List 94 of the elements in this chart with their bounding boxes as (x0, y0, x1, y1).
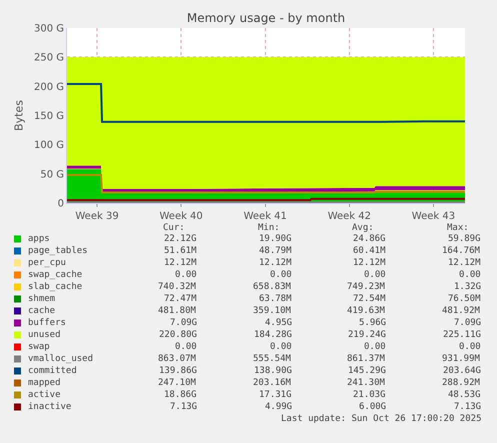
legend-label: unused (28, 330, 61, 340)
legend-label: active (28, 390, 61, 400)
text: 17.31G (259, 390, 292, 400)
legend-label: mapped (28, 378, 61, 388)
text: Avg: (352, 223, 374, 233)
y-axis-title: Bytes (12, 100, 26, 131)
legend-label: page_tables (28, 246, 88, 256)
text: Min: (258, 223, 280, 233)
legend-label: slab_cache (28, 282, 82, 292)
text: 184.28G (254, 330, 292, 340)
text: 931.99M (442, 354, 481, 364)
text: 60.41M (353, 246, 386, 256)
y-tick-label: 0 (58, 198, 64, 210)
text: 1.32G (454, 282, 482, 292)
text: 12.12M (448, 258, 482, 268)
y-tick-label: 250 G (34, 52, 64, 64)
chart-title: Memory usage - by month (186, 11, 346, 26)
text: 138.90G (254, 366, 292, 376)
y-tick-label: 200 G (34, 82, 64, 93)
legend-label: swap (28, 342, 50, 352)
text: 0.00 (175, 270, 197, 280)
y-tick-label: 150 G (34, 111, 64, 122)
text: 18.86G (164, 390, 197, 400)
text: 72.47M (164, 294, 198, 304)
text: 247.10M (158, 378, 197, 388)
legend-label: shmem (28, 294, 56, 304)
text: 22.12G (164, 234, 197, 244)
text: 63.78M (259, 294, 292, 304)
legend-label: inactive (28, 402, 72, 412)
text: 72.54M (353, 294, 386, 304)
text: 12.12M (259, 258, 292, 268)
text: 48.79M (259, 246, 292, 256)
text: 0.00 (364, 342, 386, 352)
text: 7.09G (170, 318, 198, 328)
y-tick-label: 300 G (34, 24, 64, 34)
text: 48.53G (448, 390, 481, 400)
text: 59.89G (448, 234, 481, 244)
x-tick-label: Week 42 (328, 211, 372, 222)
text: 139.86G (159, 366, 197, 376)
text: 0.00 (270, 342, 292, 352)
text: 76.50M (448, 294, 482, 304)
x-tick-label: Week 39 (75, 211, 119, 222)
legend-label: apps (28, 234, 50, 244)
text: 481.92M (442, 306, 481, 316)
legend-label: swap_cache (28, 270, 82, 280)
text: 220.80G (159, 330, 197, 340)
y-tick-label: 100 G (34, 140, 64, 152)
text: 0.00 (175, 342, 197, 352)
x-tick-label: Week 40 (159, 211, 203, 222)
text: 164.76M (442, 246, 481, 256)
text: 7.13G (170, 402, 198, 412)
text: 419.63M (347, 306, 386, 316)
x-tick-label: Week 43 (412, 211, 456, 222)
text: 145.29G (348, 366, 386, 376)
text: 219.24G (348, 330, 386, 340)
text: 0.00 (270, 270, 292, 280)
text: 12.12M (353, 258, 386, 268)
text: 0.00 (364, 270, 386, 280)
text: Cur: (163, 223, 185, 233)
text: 7.09G (454, 318, 482, 328)
text: 6.00G (359, 402, 386, 412)
text: 0.00 (459, 342, 481, 352)
y-tick-label: 50 G (40, 169, 64, 180)
legend-label: cache (28, 306, 56, 316)
text: Max: (447, 223, 469, 233)
legend-label: buffers (28, 318, 66, 328)
text: Last update: Sun Oct 26 17:00:20 2025 (281, 414, 482, 424)
text: 359.10M (253, 306, 292, 316)
x-tick-label: Week 41 (244, 211, 287, 222)
legend-label: committed (28, 366, 77, 376)
text: 740.32M (158, 282, 197, 292)
legend-label: per_cpu (28, 258, 66, 268)
text: 24.86G (353, 234, 386, 244)
text: 658.83M (253, 282, 292, 292)
text: 225.11G (443, 330, 481, 340)
text: 288.92M (442, 378, 481, 388)
text: 203.16M (253, 378, 292, 388)
text: 555.54M (253, 354, 292, 364)
text: 4.99G (265, 402, 292, 412)
text: 21.03G (353, 390, 386, 400)
text: 4.95G (265, 318, 292, 328)
text: 5.96G (359, 318, 386, 328)
text: 19.90G (259, 234, 292, 244)
text: 861.37M (347, 354, 386, 364)
text: 51.61M (164, 246, 198, 256)
text: 749.23M (347, 282, 386, 292)
text: 241.30M (347, 378, 386, 388)
text: 0.00 (459, 270, 481, 280)
text: 203.64G (443, 366, 481, 376)
text: 12.12M (164, 258, 198, 268)
legend-label: vmalloc_used (28, 354, 94, 364)
text: 481.80M (158, 306, 197, 316)
text: 863.07M (158, 354, 197, 364)
text: 7.13G (454, 402, 482, 412)
